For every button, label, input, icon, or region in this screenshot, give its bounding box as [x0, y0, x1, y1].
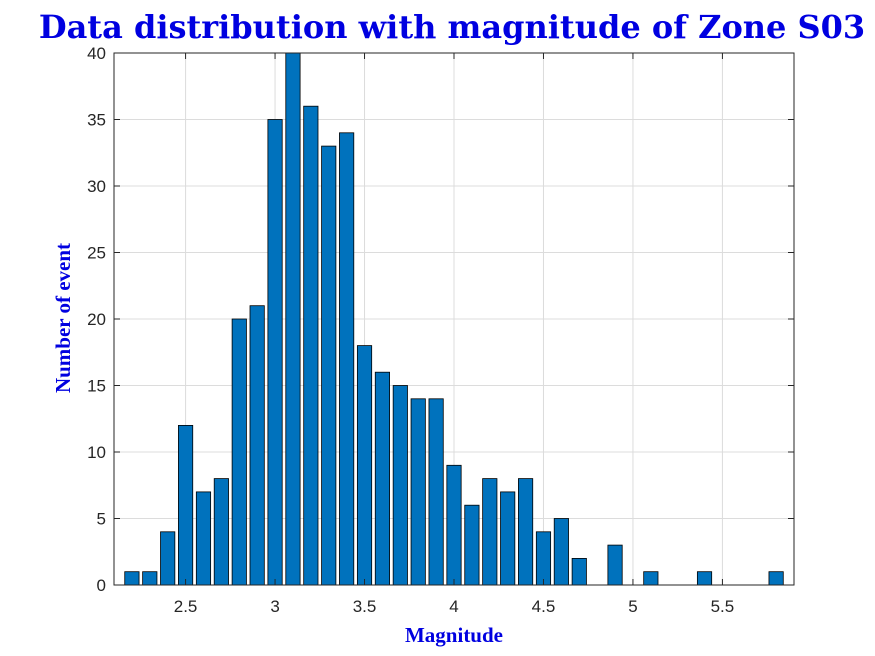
bar	[500, 491, 516, 586]
y-tick-label: 10	[87, 443, 106, 462]
bar	[428, 398, 444, 586]
y-tick-label: 40	[87, 44, 106, 63]
bars	[124, 52, 784, 586]
bar	[482, 478, 498, 586]
x-tick-label: 4.5	[532, 597, 556, 616]
y-tick-label: 0	[97, 576, 106, 595]
x-tick-labels: 2.5 3 3.5 4 4.5 5 5.5	[174, 597, 734, 616]
y-tick-label: 35	[87, 111, 106, 130]
bar	[124, 571, 140, 586]
x-axis-label: Magnitude	[405, 623, 503, 647]
bar	[643, 571, 659, 586]
bar	[303, 105, 319, 586]
bar	[374, 371, 390, 586]
grid-lines	[114, 52, 794, 586]
y-tick-label: 15	[87, 377, 106, 396]
bar	[231, 318, 247, 586]
bar	[142, 571, 158, 586]
bar	[392, 385, 408, 586]
bar	[249, 305, 265, 586]
bar	[321, 145, 337, 586]
bar	[339, 132, 355, 586]
x-tick-label: 5	[628, 597, 637, 616]
bar	[195, 491, 212, 586]
bar	[410, 398, 426, 586]
x-tick-label: 4	[449, 597, 458, 616]
x-tick-label: 3.5	[353, 597, 377, 616]
bar	[160, 531, 176, 586]
y-tick-label: 20	[87, 310, 106, 329]
tick-marks	[114, 52, 794, 586]
bar	[571, 558, 587, 586]
bar	[267, 119, 283, 586]
bar	[356, 345, 373, 586]
bar	[607, 544, 623, 586]
bar	[178, 424, 194, 586]
bar	[768, 571, 784, 586]
y-tick-label: 30	[87, 177, 106, 196]
bar	[553, 518, 569, 586]
bar	[464, 504, 480, 586]
bar	[213, 478, 229, 586]
y-tick-label: 5	[97, 510, 106, 529]
y-axis-label: Number of event	[51, 243, 75, 393]
x-tick-label: 2.5	[174, 597, 198, 616]
x-tick-label: 5.5	[711, 597, 735, 616]
chart-title: Data distribution with magnitude of Zone…	[39, 8, 865, 46]
y-tick-labels: 0 5 10 15 20 25 30 35 40	[87, 44, 106, 595]
x-tick-label: 3	[270, 597, 279, 616]
y-tick-label: 25	[87, 244, 106, 263]
bar	[518, 478, 534, 586]
bar	[696, 571, 713, 586]
bar	[285, 52, 301, 586]
bar	[535, 531, 552, 586]
bar	[446, 464, 462, 586]
